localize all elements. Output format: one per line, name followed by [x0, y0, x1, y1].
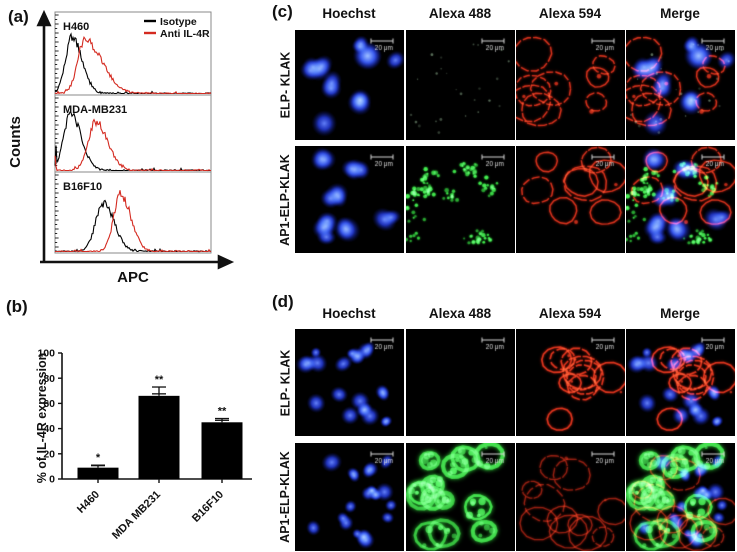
micro-tile-c-row2-alexa594	[516, 146, 625, 253]
flow-trace-b16f10-anti-il4r	[55, 190, 211, 253]
micro-tile-d-row2-alexa488	[406, 443, 515, 551]
flow-axes	[36, 9, 235, 270]
micro-tile-d-row2-alexa594	[516, 443, 625, 551]
panel-d-row-label-elp-klak: ELP- KLAK	[276, 329, 294, 436]
flow-trace-mda-mb231-anti-il4r	[54, 118, 211, 172]
bar-h460	[77, 467, 119, 479]
significance-label: *	[96, 452, 101, 464]
micro-tile-c-row1-alexa594	[516, 30, 625, 140]
row-label-text: ELP- KLAK	[278, 349, 293, 416]
micro-tile-d-row1-alexa488	[406, 329, 515, 436]
bar-category-label: B16F10	[190, 489, 226, 525]
panel-c-header-alexa594: Alexa 594	[538, 6, 602, 21]
bar-ytick-label: 100	[37, 348, 55, 360]
panel-d-header-alexa594: Alexa 594	[538, 306, 602, 321]
micro-tile-d-row1-alexa594	[516, 329, 625, 436]
legend-label-isotype: Isotype	[160, 16, 197, 28]
micro-tile-d-row1-hoechst	[295, 329, 404, 436]
flow-subpanel-title-h460: H460	[63, 21, 89, 33]
micro-tile-c-row1-hoechst	[295, 30, 404, 140]
flow-subpanel-title-b16f10: B16F10	[63, 181, 102, 193]
flow-subpanel-title-mdamb231: MDA-MB231	[63, 104, 127, 116]
micro-tile-c-row1-merge	[626, 30, 735, 140]
bar-ytick-label: 60	[43, 398, 55, 410]
bar-category-label: MDA MB231	[110, 489, 163, 542]
row-label-text: ELP- KLAK	[278, 51, 293, 119]
panel-c-row-label-ap1-elp-klak: AP1-ELP-KLAK	[276, 146, 294, 253]
panel-a-flow-cytometry: (a) Counts APC H460 MDA-MB231 B16F10 Iso…	[7, 7, 235, 286]
panel-c-tag: (c)	[272, 2, 293, 21]
bar-ylabel: % of IL-4R expression	[35, 353, 49, 484]
bar-plot: 0 20 40 60 80 100 * H460 ** MDA MB231 ** B16F10	[37, 348, 252, 542]
bar-mda-mb231	[138, 395, 180, 479]
panel-d-header-alexa488: Alexa 488	[428, 306, 492, 321]
micro-tile-d-row2-hoechst	[295, 443, 404, 551]
panel-c-header-alexa488: Alexa 488	[428, 6, 492, 21]
counts-axis-label: Counts	[7, 116, 24, 168]
micro-tile-d-row1-merge	[626, 329, 735, 436]
panel-a-tag: (a)	[8, 7, 29, 26]
micro-tile-c-row2-merge	[626, 146, 735, 253]
flow-legend: Isotype Anti IL-4R	[144, 16, 210, 40]
bar-ytick-label: 20	[43, 448, 55, 460]
apc-axis-label: APC	[117, 269, 149, 286]
panel-c-header-merge: Merge	[660, 6, 700, 21]
panel-c-row-label-elp-klak: ELP- KLAK	[276, 30, 294, 140]
bar-ytick-label: 40	[43, 423, 55, 435]
panel-d-tag: (d)	[272, 292, 294, 311]
panel-d-header-merge: Merge	[660, 306, 700, 321]
panel-c-header-hoechst: Hoechst	[322, 6, 376, 21]
bar-b16f10	[201, 422, 243, 479]
flow-trace-h460-anti-il4r	[54, 35, 212, 95]
micro-tile-d-row2-merge	[626, 443, 735, 551]
significance-label: **	[218, 406, 227, 418]
panel-b-bar-chart: (b) % of IL-4R expression 0 20 40 60 80 100 * H…	[6, 297, 252, 542]
panel-d-header-hoechst: Hoechst	[322, 306, 376, 321]
flow-histograms	[54, 11, 212, 254]
micro-tile-c-row2-alexa488	[406, 146, 515, 253]
bar-category-label: H460	[75, 489, 102, 516]
row-label-text: AP1-ELP-KLAK	[278, 153, 293, 246]
bar-ytick-label: 80	[43, 373, 55, 385]
row-label-text: AP1-ELP-KLAK	[278, 451, 293, 543]
micro-tile-c-row1-alexa488	[406, 30, 515, 140]
bar-ytick-label: 0	[49, 474, 55, 486]
legend-label-anti-il4r: Anti IL-4R	[160, 28, 210, 40]
micro-tile-c-row2-hoechst	[295, 146, 404, 253]
panel-b-tag: (b)	[6, 297, 28, 316]
significance-label: **	[155, 374, 164, 386]
panel-d-row-label-ap1-elp-klak: AP1-ELP-KLAK	[276, 443, 294, 551]
